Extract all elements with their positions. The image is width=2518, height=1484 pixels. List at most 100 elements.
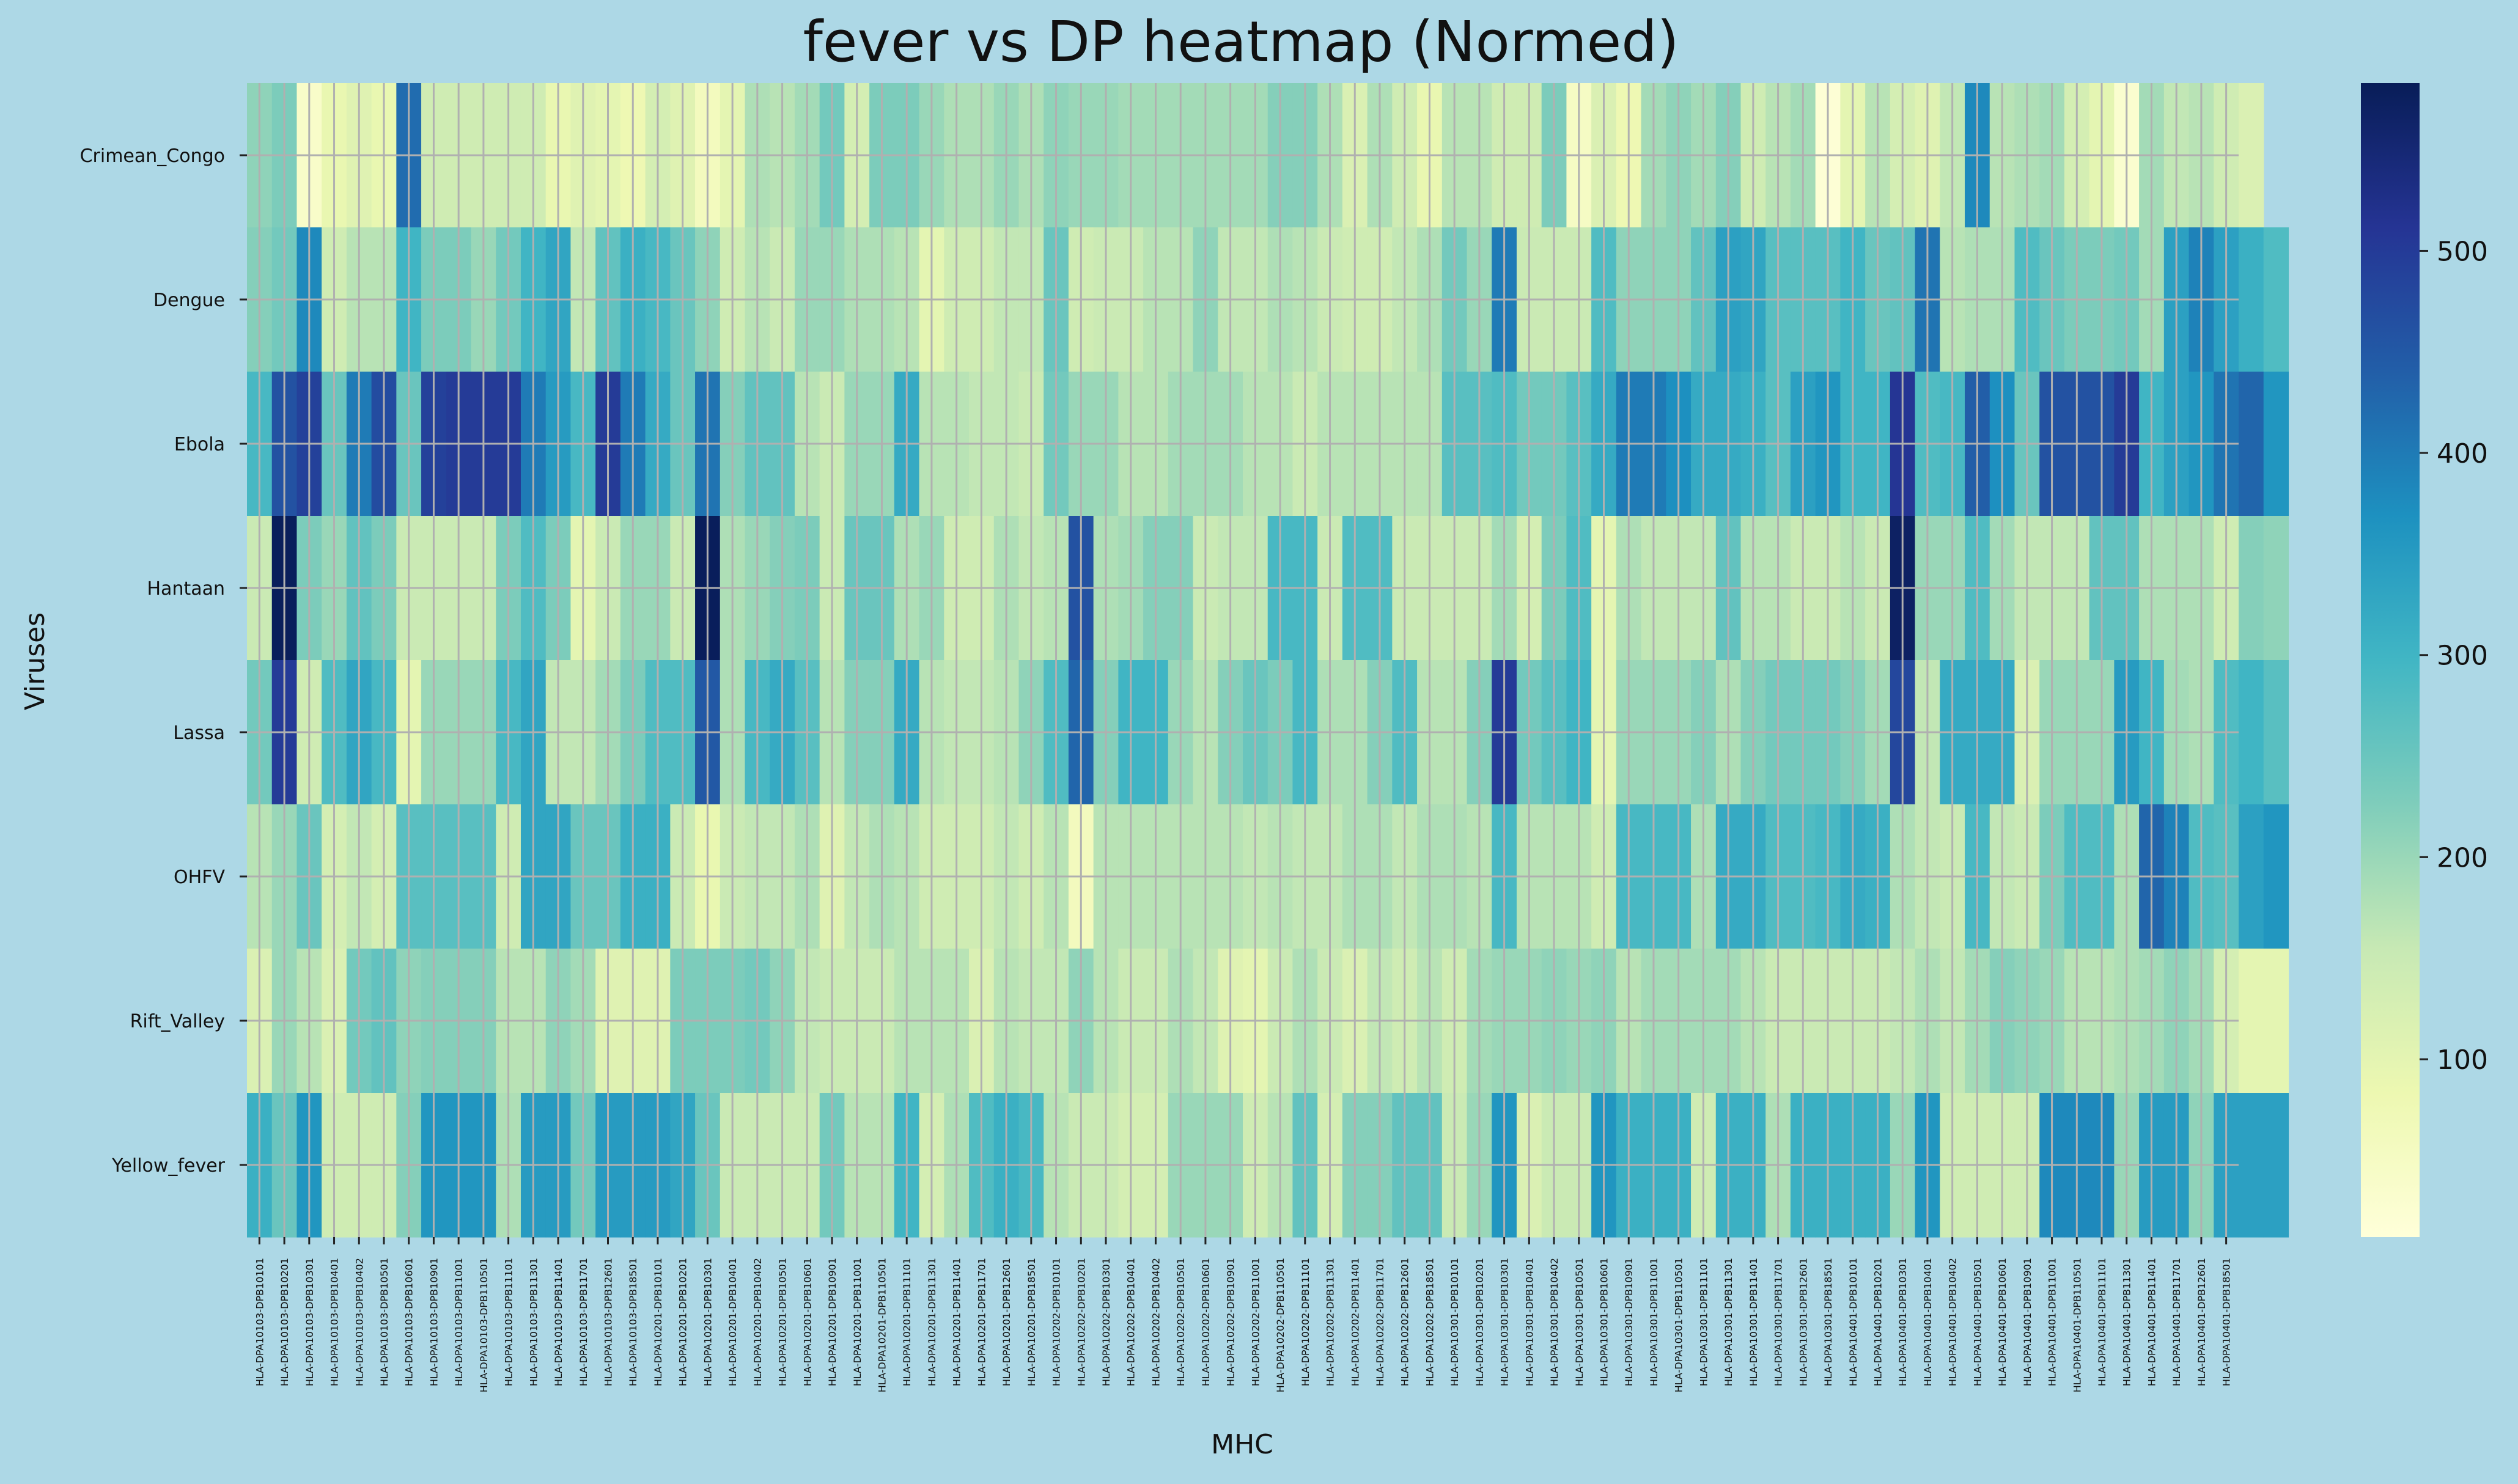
x-tick-label: HLA-DPA10202-DPB10101 (1051, 1258, 1062, 1386)
x-tick-label: HLA-DPA10201-DPB10301 (702, 1258, 713, 1386)
x-tick-label: HLA-DPA10201-DPB10901 (826, 1258, 838, 1386)
x-tick-label: HLA-DPA10201-DPB11101 (901, 1258, 913, 1386)
x-tick-label: HLA-DPA10401-DPB12601 (2196, 1258, 2207, 1386)
x-tick-label: HLA-DPA10401-DPB10501 (1971, 1258, 1983, 1386)
x-axis: HLA-DPA10103-DPB10101 HLA-DPA10103-DPB102… (254, 1237, 2233, 1392)
x-tick-label: HLA-DPA10201-DPB10501 (777, 1258, 789, 1386)
heatmap-cells (247, 83, 2289, 1238)
colorbar-ticks: 100 200 300 400 500 (2420, 236, 2488, 1076)
x-tick-label: HLA-DPA10103-DPB12601 (603, 1258, 614, 1386)
x-tick-label: HLA-DPA10301-DPB12601 (1797, 1258, 1809, 1386)
x-tick-label: HLA-DPA10401-DPB10301 (1897, 1258, 1909, 1386)
heatmap-grid (247, 83, 2239, 1237)
heatmap-cell (2239, 949, 2264, 1093)
x-tick-label: HLA-DPA10301-DPB10402 (1548, 1258, 1560, 1386)
x-tick-label: HLA-DPA10202-DPB11401 (1349, 1258, 1361, 1386)
x-tick-label: HLA-DPA10103-DPB10402 (353, 1258, 365, 1386)
x-tick-label: HLA-DPA10301-DPB11401 (1748, 1258, 1759, 1386)
x-tick-label: HLA-DPA10202-DPB10401 (1125, 1258, 1137, 1386)
x-tick-label: HLA-DPA10301-DPB110501 (1673, 1258, 1685, 1392)
x-tick-label: HLA-DPA10202-DPB10501 (1175, 1258, 1187, 1386)
heatmap-cell (2263, 372, 2289, 516)
x-tick-label: HLA-DPA10401-DPB11101 (2096, 1258, 2108, 1386)
x-tick-label: HLA-DPA10301-DPB11001 (1648, 1258, 1660, 1386)
x-tick-label: HLA-DPA10202-DPB10601 (1200, 1258, 1212, 1386)
x-tick-label: HLA-DPA10202-DPB11701 (1374, 1258, 1386, 1386)
x-tick-label: HLA-DPA10103-DPB11701 (578, 1258, 589, 1386)
chart-title: fever vs DP heatmap (Normed) (803, 9, 1679, 75)
x-tick-label: HLA-DPA10201-DPB11301 (926, 1258, 938, 1386)
x-tick-label: HLA-DPA10202-DPB11101 (1300, 1258, 1311, 1386)
x-tick-label: HLA-DPA10202-DPB10201 (1075, 1258, 1087, 1386)
heatmap-cell (2239, 227, 2264, 372)
x-tick-label: HLA-DPA10103-DPB10501 (378, 1258, 390, 1386)
colorbar: 100 200 300 400 500 (2361, 83, 2488, 1237)
x-tick-label: HLA-DPA10301-DPB10101 (1449, 1258, 1460, 1386)
x-tick-label: HLA-DPA10301-DPB10901 (1623, 1258, 1635, 1386)
heatmap-cell (2239, 83, 2264, 228)
x-tick-label: HLA-DPA10103-DPB10301 (304, 1258, 315, 1386)
x-tick-label: HLA-DPA10301-DPB11101 (1698, 1258, 1709, 1386)
x-tick-label: HLA-DPA10301-DPB10601 (1599, 1258, 1610, 1386)
x-tick-label: HLA-DPA10202-DPB10901 (1225, 1258, 1237, 1386)
colorbar-tick-label: 500 (2437, 236, 2488, 267)
x-tick-label: HLA-DPA10103-DPB18501 (627, 1258, 639, 1386)
x-tick-label: HLA-DPA10103-DPB110501 (478, 1258, 490, 1392)
x-tick-label: HLA-DPA10401-DPB10201 (1872, 1258, 1883, 1386)
x-tick-label: HLA-DPA10103-DPB11101 (503, 1258, 515, 1386)
x-tick-label: HLA-DPA10301-DPB10401 (1523, 1258, 1535, 1386)
y-tick-label: Ebola (174, 434, 225, 455)
x-tick-label: HLA-DPA10301-DPB11701 (1773, 1258, 1784, 1386)
x-tick-label: HLA-DPA10202-DPB11001 (1250, 1258, 1261, 1386)
x-tick-label: HLA-DPA10201-DPB12601 (1001, 1258, 1012, 1386)
x-tick-label: HLA-DPA10301-DPB11301 (1723, 1258, 1734, 1386)
x-tick-label: HLA-DPA10103-DPB11401 (553, 1258, 564, 1386)
colorbar-tick-label: 300 (2437, 641, 2488, 672)
heatmap-cell (2239, 804, 2264, 949)
x-tick-label: HLA-DPA10401-DPB11301 (2121, 1258, 2133, 1386)
y-tick-label: Lassa (173, 722, 225, 744)
heatmap-cell (2263, 227, 2289, 372)
heatmap-cell (2263, 804, 2289, 949)
x-tick-label: HLA-DPA10401-DPB11701 (2171, 1258, 2182, 1386)
x-tick-label: HLA-DPA10401-DPB10901 (2022, 1258, 2033, 1386)
y-axis: Crimean_Congo Dengue Ebola Hantaan Lassa OHFV… (80, 145, 247, 1177)
x-tick-label: HLA-DPA10202-DPB110501 (1275, 1258, 1286, 1392)
y-tick-label: Yellow_fever (111, 1155, 226, 1177)
x-tick-label: HLA-DPA10301-DPB10501 (1574, 1258, 1585, 1386)
heatmap-cell (2263, 660, 2289, 805)
heatmap-cell (2239, 372, 2264, 516)
x-tick-label: HLA-DPA10401-DPB11401 (2146, 1258, 2157, 1386)
x-tick-label: HLA-DPA10103-DPB10401 (329, 1258, 341, 1386)
colorbar-tick-label: 400 (2437, 438, 2488, 469)
x-tick-label: HLA-DPA10202-DPB11301 (1325, 1258, 1336, 1386)
heatmap-cell (2239, 1093, 2264, 1238)
x-tick-label: HLA-DPA10301-DPB10201 (1474, 1258, 1485, 1386)
x-tick-label: HLA-DPA10202-DPB10301 (1100, 1258, 1112, 1386)
y-tick-label: Dengue (153, 290, 225, 311)
heatmap-cell (2263, 516, 2289, 661)
heatmap-cell (2263, 949, 2289, 1093)
x-tick-label: HLA-DPA10301-DPB18501 (1822, 1258, 1834, 1386)
x-tick-label: HLA-DPA10201-DPB10402 (752, 1258, 764, 1386)
heatmap-cell (2239, 660, 2264, 805)
heatmap-cell (2239, 516, 2264, 661)
x-tick-label: HLA-DPA10103-DPB10601 (403, 1258, 415, 1386)
x-tick-label: HLA-DPA10401-DPB18501 (2221, 1258, 2233, 1386)
x-tick-label: HLA-DPA10401-DPB11001 (2047, 1258, 2058, 1386)
x-tick-label: HLA-DPA10301-DPB10301 (1499, 1258, 1511, 1386)
x-tick-label: HLA-DPA10201-DPB11401 (951, 1258, 963, 1386)
x-tick-label: HLA-DPA10201-DPB18501 (1026, 1258, 1037, 1386)
x-tick-label: HLA-DPA10202-DPB10402 (1150, 1258, 1161, 1386)
x-tick-label: HLA-DPA10401-DPB10101 (1847, 1258, 1859, 1386)
y-tick-label: Crimean_Congo (80, 145, 225, 167)
x-tick-label: HLA-DPA10401-DPB10402 (1947, 1258, 1959, 1386)
x-tick-label: HLA-DPA10201-DPB11701 (976, 1258, 987, 1386)
y-tick-label: OHFV (174, 867, 225, 888)
heatmap-cell (2263, 1093, 2289, 1238)
colorbar-tick-label: 200 (2437, 842, 2488, 873)
x-tick-label: HLA-DPA10202-DPB12601 (1399, 1258, 1411, 1386)
x-tick-label: HLA-DPA10201-DPB110501 (876, 1258, 888, 1392)
x-axis-label: MHC (1211, 1429, 1273, 1460)
x-tick-label: HLA-DPA10201-DPB10201 (677, 1258, 689, 1386)
